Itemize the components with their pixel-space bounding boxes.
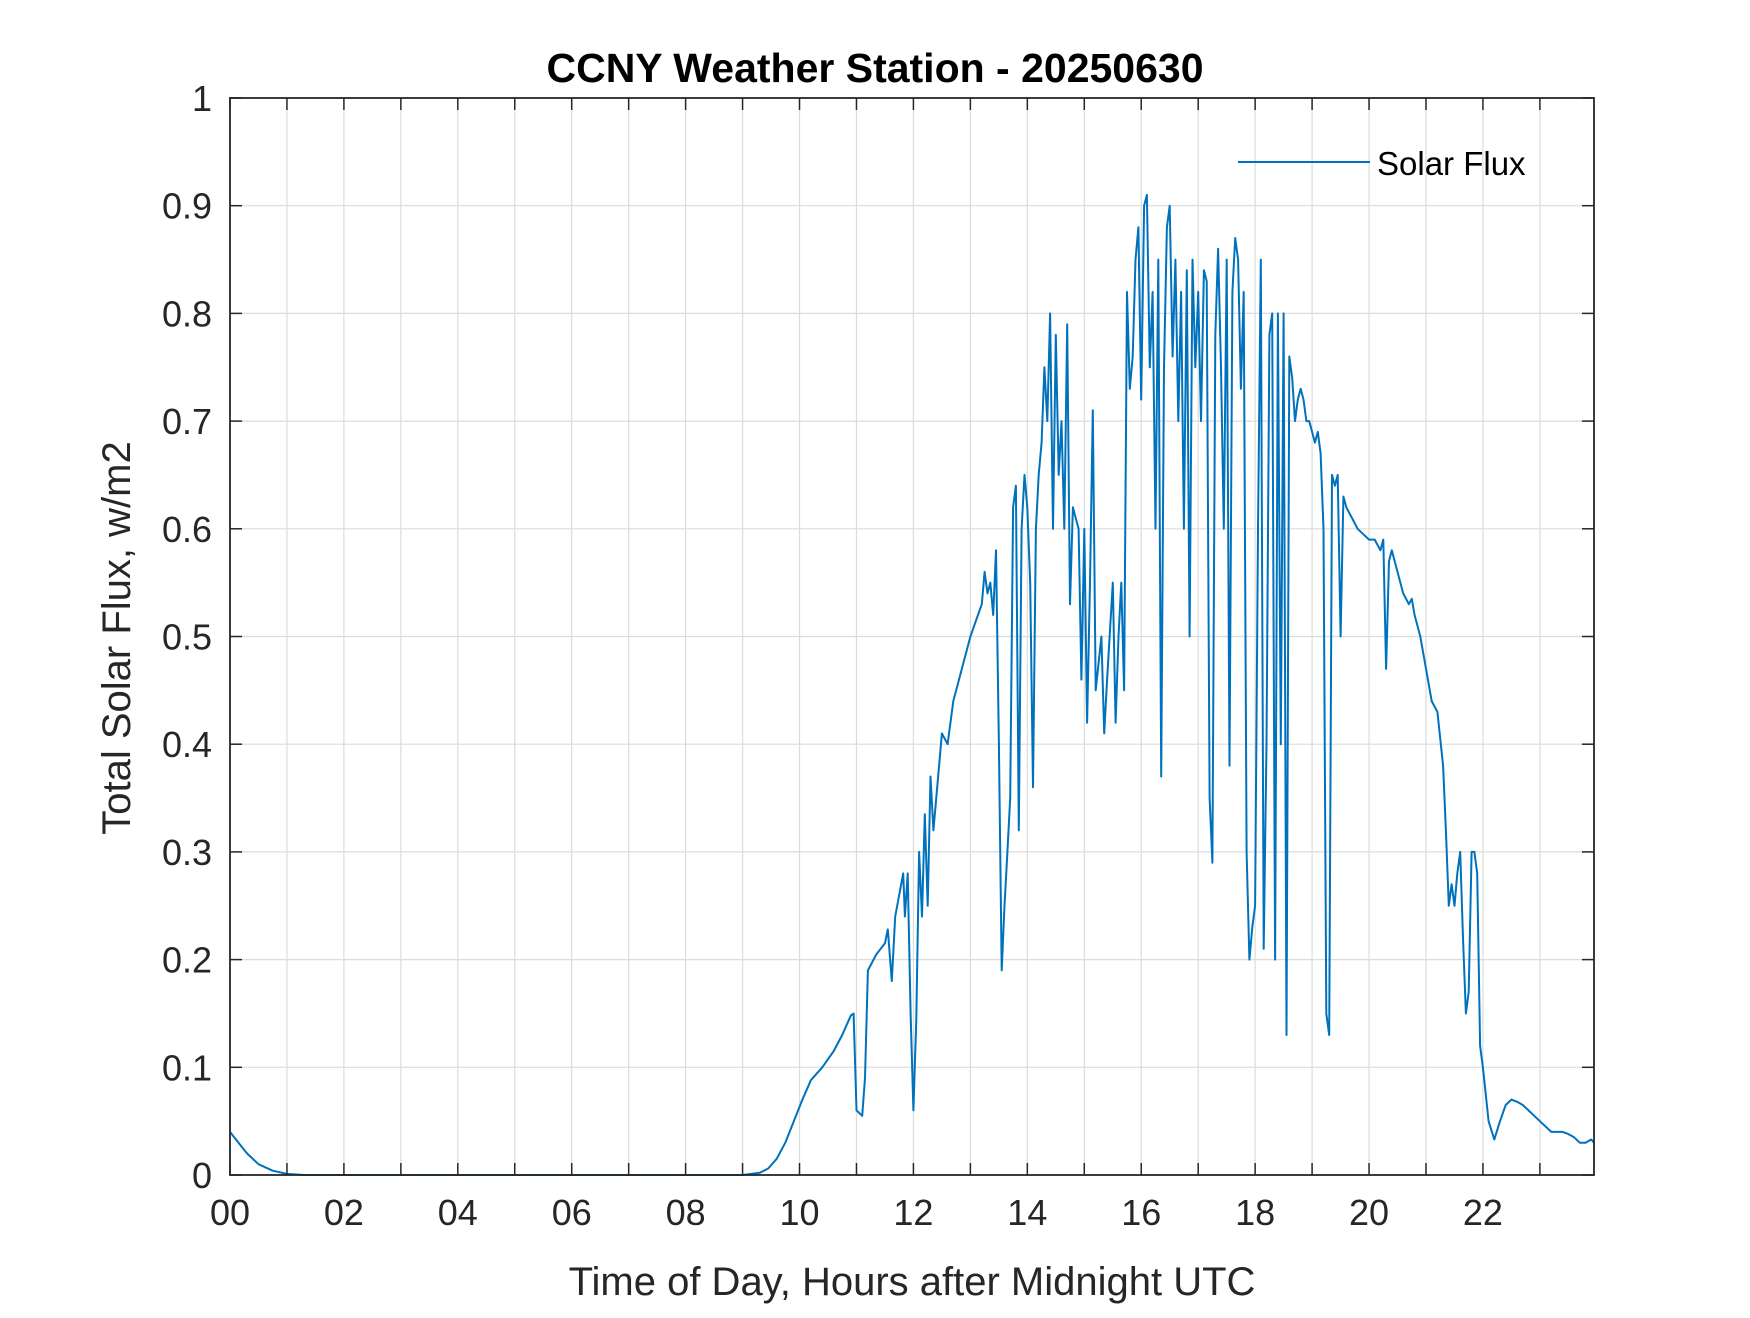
x-tick-label: 08 bbox=[666, 1192, 706, 1233]
x-tick-label: 02 bbox=[324, 1192, 364, 1233]
y-tick-label: 0.3 bbox=[162, 832, 212, 873]
x-tick-label: 16 bbox=[1121, 1192, 1161, 1233]
chart-title: CCNY Weather Station - 20250630 bbox=[546, 45, 1203, 91]
x-tick-label: 10 bbox=[779, 1192, 819, 1233]
y-tick-label: 0.7 bbox=[162, 401, 212, 442]
x-tick-labels: 00 02 04 06 08 10 12 14 16 18 20 22 bbox=[210, 1192, 1503, 1233]
x-tick-label: 20 bbox=[1349, 1192, 1389, 1233]
legend-label-solar-flux: Solar Flux bbox=[1377, 145, 1526, 182]
axes-box bbox=[229, 97, 1595, 1176]
grid bbox=[230, 98, 1594, 1175]
axes bbox=[229, 97, 1595, 1176]
x-axis-label: Time of Day, Hours after Midnight UTC bbox=[569, 1260, 1256, 1304]
x-tick-label: 04 bbox=[438, 1192, 478, 1233]
series-layer bbox=[229, 193, 1595, 1176]
x-tick-label: 22 bbox=[1463, 1192, 1503, 1233]
x-tick-label: 14 bbox=[1007, 1192, 1047, 1233]
y-tick-label: 0.2 bbox=[162, 940, 212, 981]
x-tick-label: 06 bbox=[552, 1192, 592, 1233]
legend: Solar Flux bbox=[1238, 145, 1526, 182]
y-axis-label: Total Solar Flux, w/m2 bbox=[95, 441, 139, 834]
y-tick-label: 0 bbox=[192, 1155, 212, 1196]
y-tick-label: 0.9 bbox=[162, 186, 212, 227]
y-tick-label: 1 bbox=[192, 78, 212, 119]
x-tick-label: 00 bbox=[210, 1192, 250, 1233]
series-line-solar-flux bbox=[229, 193, 1595, 1176]
y-tick-label: 0.1 bbox=[162, 1047, 212, 1088]
y-tick-label: 0.6 bbox=[162, 509, 212, 550]
y-tick-label: 0.5 bbox=[162, 617, 212, 658]
y-tick-label: 0.4 bbox=[162, 724, 212, 765]
y-tick-labels: 0 0.1 0.2 0.3 0.4 0.5 0.6 0.7 0.8 0.9 1 bbox=[162, 78, 212, 1196]
x-tick-label: 12 bbox=[893, 1192, 933, 1233]
y-tick-label: 0.8 bbox=[162, 293, 212, 334]
x-tick-label: 18 bbox=[1235, 1192, 1275, 1233]
